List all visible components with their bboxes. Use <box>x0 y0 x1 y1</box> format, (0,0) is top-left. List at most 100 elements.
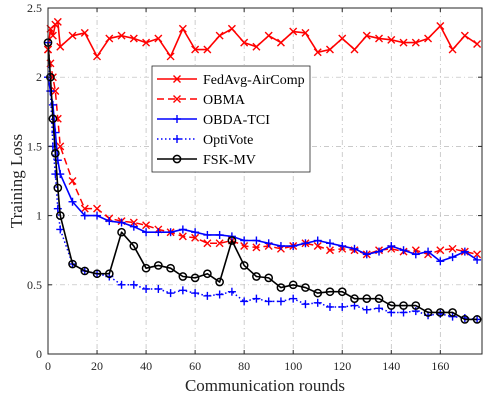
circle-marker <box>215 277 224 287</box>
circle-marker <box>239 261 249 270</box>
series-obda-tci <box>44 73 482 266</box>
plus-marker <box>276 297 285 306</box>
x-tick-label: 80 <box>238 359 250 373</box>
circle-marker <box>117 227 126 237</box>
plus-marker <box>173 135 181 143</box>
x-marker <box>473 250 482 259</box>
x-marker <box>301 28 310 37</box>
plus-marker <box>117 280 126 289</box>
plus-marker <box>264 239 273 248</box>
legend-label: OBMA <box>203 93 246 108</box>
x-marker <box>51 87 60 96</box>
circle-marker <box>190 273 200 283</box>
x-marker <box>240 38 249 47</box>
plus-marker <box>448 253 457 262</box>
plus-marker <box>68 197 77 206</box>
x-marker <box>56 142 65 151</box>
circle-marker <box>80 266 90 276</box>
legend-item-fedavg-aircomp: FedAvg-AirComp <box>157 73 305 88</box>
x-marker <box>362 31 371 40</box>
x-marker <box>411 38 420 47</box>
x-marker <box>240 242 249 251</box>
plus-marker <box>166 289 175 298</box>
plot-frame <box>47 7 483 355</box>
circle-marker <box>374 294 384 303</box>
plus-marker <box>53 204 62 213</box>
circle-marker <box>51 148 60 158</box>
plus-marker <box>264 297 273 306</box>
plus-marker <box>362 305 371 314</box>
plus-marker <box>191 289 200 298</box>
x-marker <box>142 38 151 47</box>
axis-ticks: 0 20 40 60 80 100 120 140 160 0 0.5 1 1.5 2 2.5 <box>27 1 482 373</box>
legend-label: FedAvg-AirComp <box>203 73 305 88</box>
plus-marker <box>460 247 469 256</box>
circle-marker <box>337 287 347 297</box>
plus-marker <box>289 294 298 303</box>
x-marker <box>325 45 334 54</box>
x-marker <box>166 52 175 61</box>
x-marker <box>276 38 285 47</box>
plus-marker <box>129 222 138 231</box>
x-marker <box>191 45 200 54</box>
legend-item-optivote: OptiVote <box>157 133 253 148</box>
x-marker <box>313 48 322 57</box>
x-marker <box>436 246 445 255</box>
circle-marker <box>325 287 335 297</box>
x-marker <box>178 232 187 241</box>
x-marker <box>227 24 236 33</box>
circle-marker <box>46 72 55 82</box>
x-marker <box>387 35 396 44</box>
x-marker <box>264 31 273 40</box>
y-tick-label: 1.5 <box>27 139 42 153</box>
x-marker <box>289 27 298 36</box>
x-marker <box>473 39 482 48</box>
circle-marker <box>129 241 139 251</box>
plus-marker <box>375 304 384 313</box>
circle-marker <box>68 259 77 269</box>
y-tick-label: 0.5 <box>27 278 42 292</box>
x-tick-label: 160 <box>431 359 449 373</box>
circle-marker <box>141 263 151 273</box>
circle-marker <box>53 183 63 193</box>
plus-marker <box>117 218 126 227</box>
plus-marker <box>313 236 322 245</box>
plus-marker <box>203 291 212 300</box>
x-marker <box>325 246 334 255</box>
legend: FedAvg-AirComp OBMA OBDA-TCI OptiVote FSK-MV <box>151 65 311 173</box>
plus-marker <box>362 250 371 259</box>
x-marker <box>154 34 163 43</box>
plus-marker <box>105 217 114 226</box>
plus-marker <box>191 228 200 237</box>
plus-marker <box>154 284 163 293</box>
circle-marker <box>350 294 359 303</box>
plus-marker <box>240 236 249 245</box>
plus-marker <box>301 300 310 309</box>
x-marker <box>68 177 77 185</box>
circle-marker <box>252 272 261 281</box>
x-marker <box>173 75 181 83</box>
legend-label: OptiVote <box>203 133 253 148</box>
legend-item-obma: OBMA <box>157 93 246 108</box>
plus-marker <box>325 302 334 311</box>
circle-marker <box>55 211 65 220</box>
circle-marker <box>313 288 323 298</box>
plus-marker <box>240 297 249 306</box>
series-fsk-mv <box>43 38 482 324</box>
x-marker <box>93 52 102 61</box>
x-marker <box>448 244 457 253</box>
x-marker <box>105 34 114 43</box>
plus-marker <box>154 228 163 237</box>
plus-marker <box>178 225 187 234</box>
plus-marker <box>473 255 482 264</box>
plus-marker <box>178 286 187 295</box>
circle-marker <box>435 308 445 317</box>
plus-marker <box>301 239 310 248</box>
x-tick-label: 0 <box>45 359 51 373</box>
plus-marker <box>289 242 298 251</box>
x-marker <box>68 31 77 40</box>
x-marker <box>178 24 187 33</box>
plus-marker <box>166 228 175 237</box>
series-line-obma <box>47 49 478 256</box>
circle-marker <box>166 263 175 273</box>
